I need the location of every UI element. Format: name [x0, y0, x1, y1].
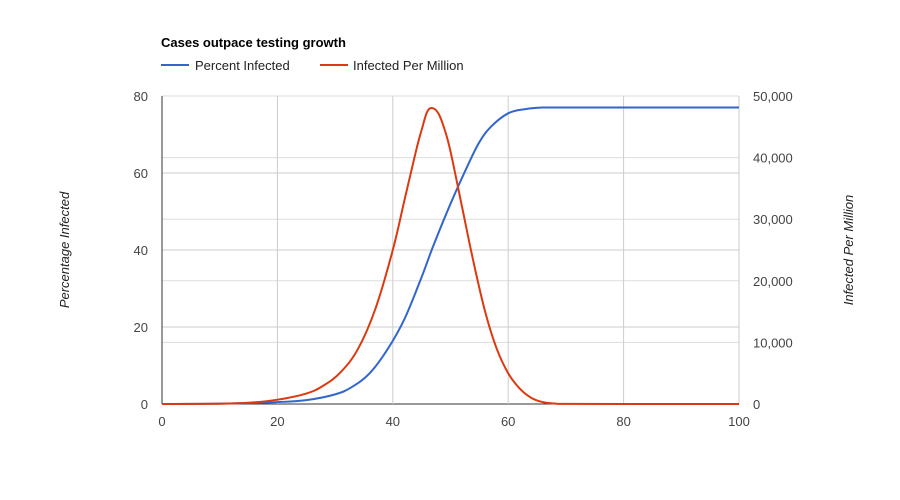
y-left-tick-label: 0: [141, 397, 148, 412]
y-left-tick-label: 40: [134, 243, 148, 258]
series-line-percent-infected: [161, 106, 739, 405]
y-right-tick-label: 10,000: [753, 335, 793, 350]
y-left-tick-label: 60: [134, 166, 148, 181]
x-tick-label: 100: [728, 414, 750, 429]
y-right-tick-label: 0: [753, 397, 760, 412]
series-lines: [161, 106, 740, 406]
legend: Percent Infected Infected Per Million: [161, 58, 464, 73]
chart-title: Cases outpace testing growth: [161, 35, 346, 50]
y-left-tick-label: 20: [134, 320, 148, 335]
y-right-axis-title: Infected Per Million: [841, 195, 856, 306]
series-line-infected-per-million: [161, 107, 740, 406]
y-right-tick-label: 30,000: [753, 212, 793, 227]
x-tick-label: 0: [158, 414, 165, 429]
legend-label-percent-infected: Percent Infected: [195, 58, 290, 73]
legend-label-infected-per-million: Infected Per Million: [353, 58, 464, 73]
x-tick-label: 80: [616, 414, 630, 429]
x-tick-label: 60: [501, 414, 515, 429]
x-tick-label: 40: [386, 414, 400, 429]
tick-labels: 0 20 40 60 80 0 10,000 20,000 30,000 40,000 50,000…: [134, 89, 793, 429]
y-right-tick-label: 40,000: [753, 151, 793, 166]
y-right-tick-label: 20,000: [753, 274, 793, 289]
y-right-tick-label: 50,000: [753, 89, 793, 104]
y-left-tick-label: 80: [134, 89, 148, 104]
y-left-axis-title: Percentage Infected: [57, 191, 72, 308]
gridlines: [161, 95, 740, 405]
x-tick-label: 20: [270, 414, 284, 429]
